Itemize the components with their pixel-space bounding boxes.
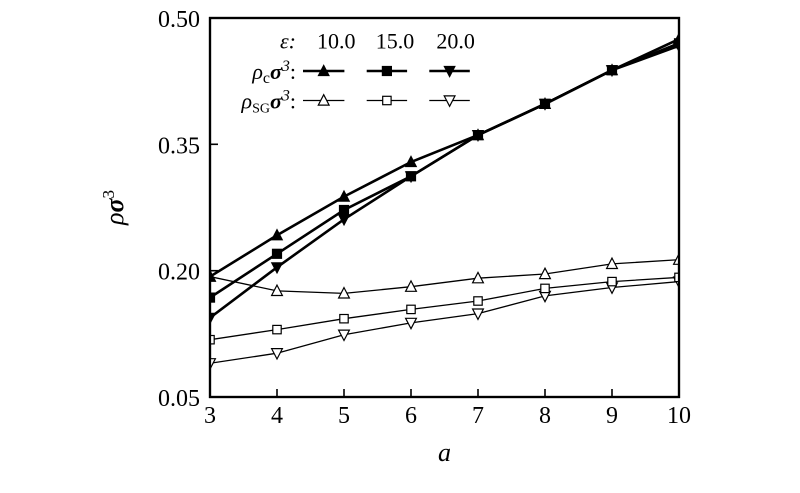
svg-text:0.05: 0.05 [158,386,200,412]
svg-text:9: 9 [606,403,618,429]
svg-text:6: 6 [405,403,417,429]
svg-text:4: 4 [271,403,283,429]
svg-text:0.35: 0.35 [158,133,200,159]
svg-text:15.0: 15.0 [376,29,415,54]
svg-text:0.20: 0.20 [158,260,200,286]
svg-text:10.0: 10.0 [317,29,356,54]
svg-text:ρcσ3:: ρcσ3: [251,58,296,87]
svg-text:20.0: 20.0 [436,29,475,54]
svg-text:8: 8 [539,403,551,429]
svg-text:3: 3 [204,403,216,429]
svg-text:a: a [438,438,451,467]
svg-text:5: 5 [338,403,350,429]
svg-text:7: 7 [472,403,484,429]
svg-text:0.50: 0.50 [158,7,200,33]
svg-text:ε:: ε: [280,29,296,54]
svg-text:10: 10 [667,403,691,429]
